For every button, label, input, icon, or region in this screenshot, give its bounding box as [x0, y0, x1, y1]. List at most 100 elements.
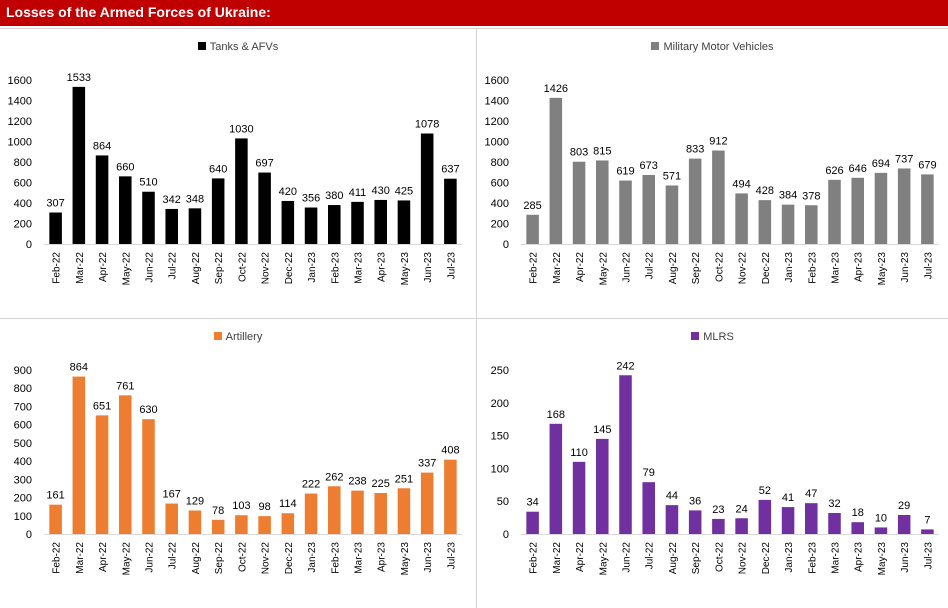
y-tick-label: 600: [491, 178, 509, 190]
x-tick-label: Jun-22: [145, 252, 156, 283]
x-tick-label: May-23: [400, 252, 411, 286]
x-tick-label: May-22: [121, 542, 132, 576]
y-tick-label: 100: [14, 511, 32, 523]
legend-swatch: [691, 332, 700, 340]
y-tick-label: 600: [14, 420, 32, 432]
y-tick-label: 1600: [485, 75, 509, 87]
x-tick-label: Feb-22: [52, 542, 63, 574]
x-tick-label: Dec-22: [761, 542, 772, 575]
data-label: 510: [139, 177, 157, 189]
data-label: 161: [46, 490, 64, 502]
bar: [828, 179, 841, 244]
x-tick-label: Mar-23: [831, 252, 842, 284]
bar: [188, 510, 202, 534]
bar: [735, 518, 748, 534]
x-tick-label: May-23: [400, 542, 411, 576]
y-tick-label: 500: [14, 438, 32, 450]
data-label: 114: [279, 498, 297, 510]
bar: [142, 191, 155, 244]
legend-label: Military Motor Vehicles: [663, 41, 774, 53]
x-tick-label: Dec-22: [284, 542, 295, 575]
x-tick-label: Mar-22: [75, 252, 86, 284]
y-tick-label: 400: [491, 198, 509, 210]
x-tick-label: Jul-22: [645, 542, 656, 570]
bar: [828, 513, 841, 534]
y-tick-label: 800: [14, 157, 32, 169]
data-label: 411: [349, 187, 367, 199]
bar: [211, 178, 225, 244]
x-tick-label: Jul-22: [168, 542, 179, 570]
data-label: 44: [666, 490, 678, 502]
data-label: 242: [616, 360, 634, 372]
x-tick-label: Mar-22: [552, 252, 563, 284]
data-label: 384: [779, 190, 797, 202]
y-tick-label: 900: [14, 365, 32, 377]
bar: [781, 507, 795, 534]
x-tick-label: Aug-22: [668, 542, 679, 575]
data-label: 262: [325, 471, 343, 483]
data-label: 430: [372, 185, 390, 197]
data-label: 129: [186, 495, 204, 507]
data-label: 494: [732, 178, 750, 190]
x-tick-label: Apr-22: [98, 252, 109, 282]
data-label: 619: [616, 166, 634, 178]
x-tick-label: Oct-22: [714, 252, 725, 282]
bar: [572, 461, 586, 534]
y-tick-label: 1600: [8, 75, 32, 87]
data-label: 285: [523, 200, 541, 212]
legend-label: Tanks & AFVs: [209, 41, 279, 53]
data-label: 41: [782, 492, 794, 504]
y-tick-label: 400: [14, 456, 32, 468]
bar: [119, 176, 132, 244]
data-label: 679: [918, 159, 936, 171]
x-tick-label: Apr-23: [854, 252, 865, 282]
chart-panel-artillery: Artillery 0 100 200 300 400 500 600 700 800 900 16…: [0, 319, 476, 608]
legend-swatch: [651, 42, 660, 50]
bar: [281, 513, 295, 534]
data-label: 238: [348, 476, 366, 488]
bar: [619, 180, 632, 244]
page-title: Losses of the Armed Forces of Ukraine:: [6, 4, 271, 20]
column-divider: [476, 28, 477, 608]
bar: [712, 150, 725, 244]
bar: [851, 522, 864, 534]
data-label: 34: [526, 497, 538, 509]
x-tick-label: Feb-22: [529, 542, 540, 574]
bar: [165, 503, 178, 534]
x-tick-label: Jan-23: [307, 542, 318, 573]
x-tick-label: May-22: [121, 252, 132, 286]
data-label: 378: [802, 190, 820, 202]
bar: [921, 174, 934, 244]
data-label: 337: [418, 458, 436, 470]
data-label: 98: [258, 501, 270, 513]
data-label: 425: [395, 185, 413, 197]
y-tick-label: 0: [26, 529, 32, 541]
bar: [526, 214, 539, 244]
y-tick-label: 50: [497, 496, 509, 508]
data-label: 78: [212, 505, 224, 517]
bar: [665, 185, 679, 244]
bar: [758, 499, 772, 534]
x-tick-label: Jul-22: [168, 252, 179, 280]
x-tick-label: Feb-22: [52, 252, 63, 284]
bar: [165, 208, 178, 244]
x-tick-label: Jun-23: [900, 542, 911, 573]
bar: [142, 419, 155, 534]
data-label: 168: [547, 409, 565, 421]
y-tick-label: 700: [14, 401, 32, 413]
x-tick-label: Aug-22: [191, 542, 202, 575]
bar: [619, 375, 632, 534]
data-label: 833: [686, 144, 704, 156]
bar: [665, 505, 679, 534]
y-tick-label: 800: [14, 383, 32, 395]
bar-chart: 0 200 400 600 800 1000 1200 1400 1600 307 Feb-22 15…: [8, 72, 462, 286]
y-tick-label: 300: [14, 474, 32, 486]
x-tick-label: Apr-23: [377, 542, 388, 572]
data-label: 225: [372, 478, 390, 490]
row-divider: [0, 318, 948, 319]
bar: [921, 529, 934, 534]
data-label: 79: [643, 467, 655, 479]
data-label: 36: [689, 495, 701, 507]
y-tick-label: 200: [491, 219, 509, 231]
data-label: 18: [852, 507, 864, 519]
